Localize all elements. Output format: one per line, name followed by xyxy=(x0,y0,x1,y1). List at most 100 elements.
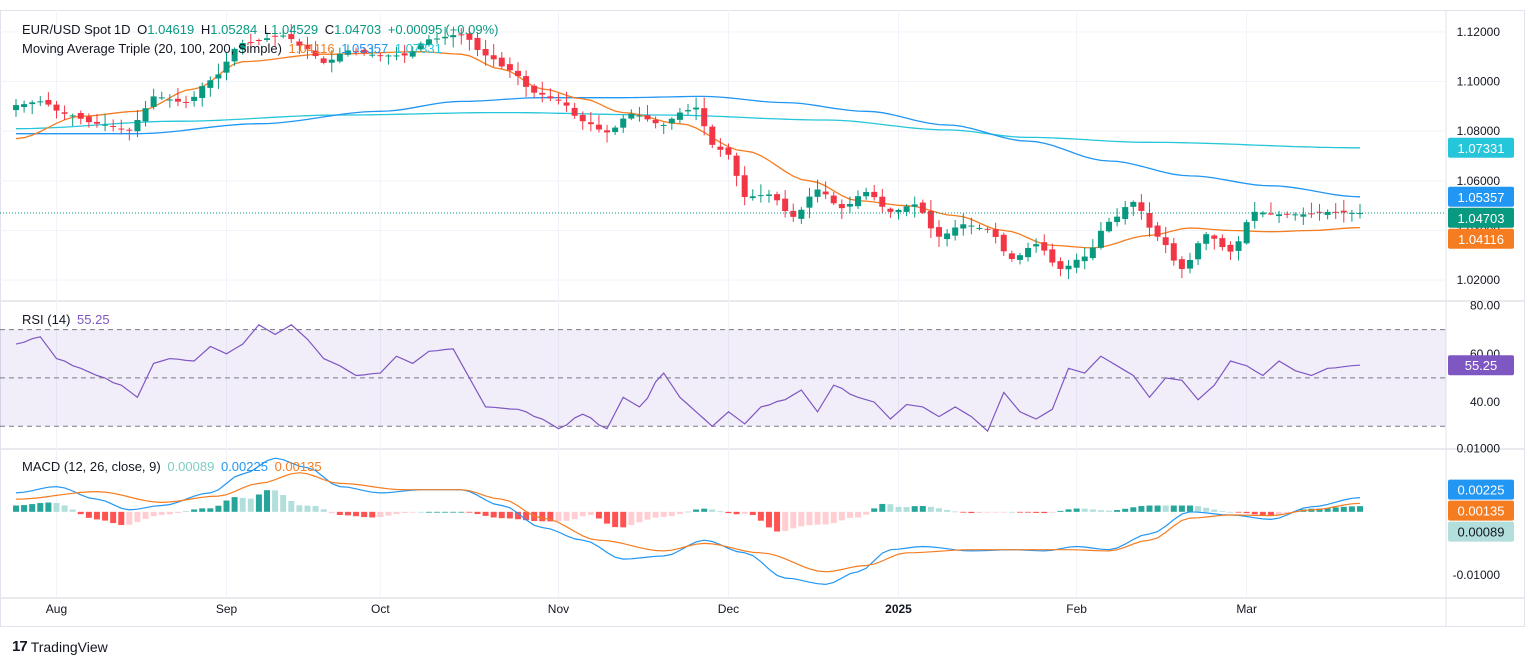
candle-body xyxy=(482,48,489,56)
signal-line xyxy=(15,472,1361,573)
macd-histogram-bar xyxy=(660,511,667,517)
macd-histogram-bar xyxy=(685,511,691,513)
macd-histogram-bar xyxy=(490,511,497,518)
macd-histogram-bar xyxy=(1195,506,1202,512)
candle-body xyxy=(434,38,441,40)
macd-histogram-bar xyxy=(822,511,829,525)
candle-body xyxy=(215,74,222,79)
rsi-indicator-label[interactable]: RSI (14) xyxy=(22,312,71,327)
candle-body xyxy=(725,147,732,155)
candle-body xyxy=(328,59,335,63)
candle-body xyxy=(255,39,262,41)
candle-body xyxy=(1057,261,1064,269)
macd-histogram-bar xyxy=(393,511,400,515)
macd-histogram-bar xyxy=(911,506,918,512)
macd-histogram-bar xyxy=(709,509,716,512)
tradingview-logo-icon: 17 xyxy=(12,638,28,655)
macd-histogram-bar xyxy=(191,509,198,512)
macd-histogram-bar xyxy=(563,511,570,521)
macd-indicator-label[interactable]: MACD (12, 26, close, 9) xyxy=(22,459,161,474)
macd-histogram-bar xyxy=(555,511,562,522)
candle-body xyxy=(312,50,319,57)
macd-histogram-bar xyxy=(749,511,756,515)
candle-body xyxy=(320,58,327,63)
macd-histogram-bar xyxy=(725,511,732,514)
macd-histogram-bar xyxy=(595,511,602,519)
rsi-badge: 55.25 xyxy=(1465,358,1498,373)
macd-histogram-bar xyxy=(1348,506,1355,512)
macd-histogram-bar xyxy=(506,511,513,519)
macd-histogram-bar xyxy=(1316,508,1323,512)
ohlc-low: 1.04529 xyxy=(271,22,319,37)
candle-body xyxy=(1081,256,1088,262)
candle-body xyxy=(676,112,683,120)
macd-histogram-bar xyxy=(757,511,764,521)
time-tick-label: 2025 xyxy=(885,602,912,616)
ohlc-close-label: C xyxy=(324,22,335,37)
candle-body xyxy=(765,194,772,196)
price-tick-label: 1.12000 xyxy=(1457,25,1501,39)
macd-lines xyxy=(15,457,1361,586)
interval[interactable]: 1D xyxy=(113,22,131,37)
candle-body xyxy=(1170,243,1177,261)
ma20-value: 1.04116 xyxy=(288,41,335,56)
candle-body xyxy=(93,121,100,124)
chart-frame xyxy=(0,10,1525,627)
macd-histogram-bar xyxy=(984,511,991,513)
macd-histogram-bar xyxy=(587,511,594,516)
macd-histogram-bar xyxy=(434,511,441,513)
candle-body xyxy=(85,116,92,123)
macd-histogram-bar xyxy=(458,511,465,513)
candle-body xyxy=(1348,212,1355,214)
candle-body xyxy=(604,130,611,133)
ma-indicator-label[interactable]: Moving Average Triple (20, 100, 200, Sim… xyxy=(22,41,282,56)
candle-body xyxy=(709,126,716,145)
time-axis[interactable]: Aug Sep Oct Nov Dec 2025 Feb Mar xyxy=(46,602,1257,616)
macd-histogram-bar xyxy=(328,511,335,514)
macd-histogram-bar xyxy=(1276,511,1283,515)
macd-histogram-bar xyxy=(612,511,619,528)
candle-body xyxy=(1073,259,1080,268)
symbol-name[interactable]: EUR/USD Spot xyxy=(22,22,111,37)
candle-body xyxy=(474,37,481,50)
macd-histogram-bar xyxy=(312,505,319,512)
macd-histogram-bar xyxy=(142,511,149,519)
macd-histogram-bar xyxy=(1000,511,1007,513)
candle-body xyxy=(1162,237,1169,246)
candle-body xyxy=(1186,259,1193,269)
candle-body xyxy=(272,35,279,37)
candle-body xyxy=(1284,213,1291,215)
candle-body xyxy=(1203,234,1210,244)
candle-body xyxy=(280,35,287,37)
price-badges: 1.07331 1.05357 1.04703 1.04116 0.00225 0.001… xyxy=(1448,137,1514,542)
candle-body xyxy=(1211,235,1218,239)
macd-histogram-bar xyxy=(1106,510,1113,512)
candle-body xyxy=(514,70,521,77)
tradingview-brand[interactable]: 17 TradingView xyxy=(12,638,108,655)
candle-body xyxy=(587,122,594,125)
macd-badge-bg xyxy=(1448,521,1514,542)
candle-body xyxy=(1106,221,1113,232)
candle-body xyxy=(846,203,853,207)
candle-body xyxy=(490,55,497,60)
candle-body xyxy=(1089,247,1096,259)
candle-body xyxy=(377,55,384,57)
macd-histogram-bar xyxy=(1243,511,1250,514)
macd-histogram-bar xyxy=(166,511,173,515)
macd-histogram-bar xyxy=(919,506,926,512)
candle-body xyxy=(506,64,513,71)
candle-body xyxy=(239,43,246,50)
rsi-tick-label: 80.00 xyxy=(1470,298,1500,312)
macd-histogram-bar xyxy=(199,508,206,512)
macd-histogram-bar xyxy=(498,511,505,519)
macd-histogram-bar xyxy=(401,511,408,513)
macd-histogram-bar xyxy=(1219,511,1226,512)
candle-body xyxy=(69,115,76,117)
rsi-badge-bg xyxy=(1448,355,1514,376)
time-tick-label: Feb xyxy=(1066,602,1087,616)
macd-histogram-bar xyxy=(442,511,449,513)
candle-body xyxy=(29,102,36,105)
macd-histogram-bar xyxy=(369,511,376,518)
macd-histogram-bar xyxy=(158,511,165,515)
